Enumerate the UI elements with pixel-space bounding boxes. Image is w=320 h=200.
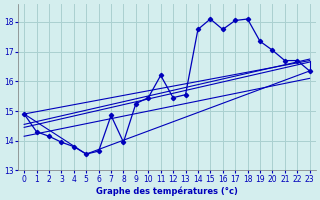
- X-axis label: Graphe des températures (°c): Graphe des températures (°c): [96, 186, 238, 196]
